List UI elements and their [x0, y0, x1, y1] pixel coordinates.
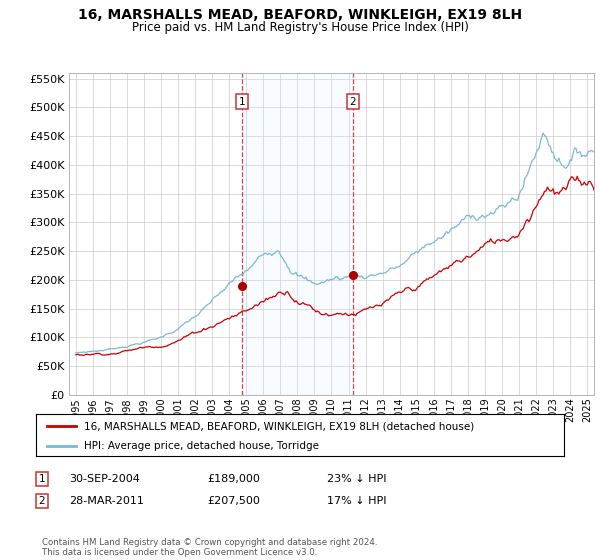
Bar	[242, 73, 353, 395]
Text: HPI: Average price, detached house, Torridge: HPI: Average price, detached house, Torr…	[83, 441, 319, 451]
Text: 28-MAR-2011: 28-MAR-2011	[69, 496, 144, 506]
Text: 1: 1	[239, 96, 245, 106]
Text: 2: 2	[349, 96, 356, 106]
Text: 23% ↓ HPI: 23% ↓ HPI	[327, 474, 386, 484]
Text: 30-SEP-2004: 30-SEP-2004	[69, 474, 140, 484]
Text: £207,500: £207,500	[207, 496, 260, 506]
Text: 16, MARSHALLS MEAD, BEAFORD, WINKLEIGH, EX19 8LH: 16, MARSHALLS MEAD, BEAFORD, WINKLEIGH, …	[78, 8, 522, 22]
Text: Contains HM Land Registry data © Crown copyright and database right 2024.
This d: Contains HM Land Registry data © Crown c…	[42, 538, 377, 557]
Text: £189,000: £189,000	[207, 474, 260, 484]
Text: 17% ↓ HPI: 17% ↓ HPI	[327, 496, 386, 506]
Text: 2: 2	[38, 496, 46, 506]
Text: Price paid vs. HM Land Registry's House Price Index (HPI): Price paid vs. HM Land Registry's House …	[131, 21, 469, 34]
Text: 16, MARSHALLS MEAD, BEAFORD, WINKLEIGH, EX19 8LH (detached house): 16, MARSHALLS MEAD, BEAFORD, WINKLEIGH, …	[83, 421, 474, 431]
Text: 1: 1	[38, 474, 46, 484]
